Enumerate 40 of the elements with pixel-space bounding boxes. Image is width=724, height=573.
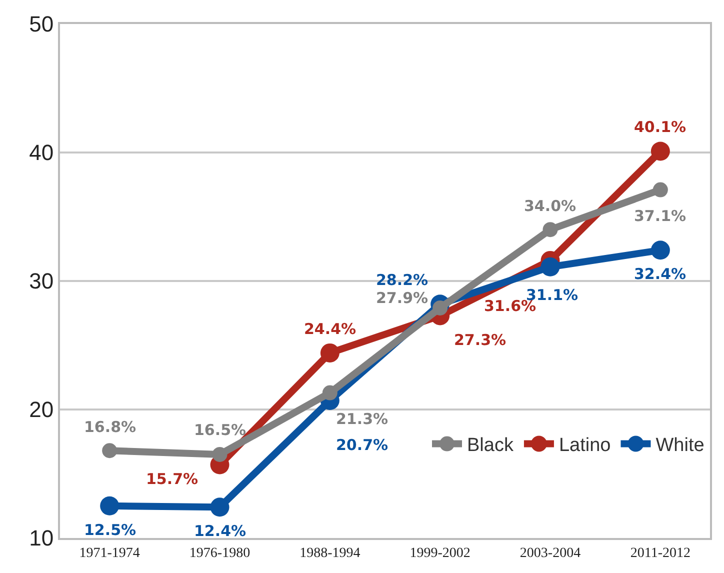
point	[542, 222, 558, 238]
point	[650, 142, 670, 161]
y-tick-label: 10	[29, 526, 54, 551]
point	[102, 443, 118, 458]
data-label: 12.5%	[84, 521, 136, 539]
point	[100, 496, 120, 516]
point	[650, 240, 670, 260]
point	[322, 385, 338, 400]
point	[210, 498, 230, 517]
legend-label: Black	[467, 435, 514, 456]
x-tick-label: 1999-2002	[410, 546, 470, 561]
data-label: 37.1%	[634, 207, 686, 225]
y-tick-label: 50	[29, 12, 54, 37]
x-tick-label: 1988-1994	[300, 546, 360, 561]
x-tick-label: 2003-2004	[520, 546, 581, 561]
y-tick-label: 40	[29, 140, 54, 166]
data-label: 34.0%	[524, 197, 576, 215]
data-label: 40.1%	[634, 118, 686, 136]
x-tick-label: 2011-2012	[630, 546, 690, 561]
y-tick-label: 30	[29, 268, 54, 294]
x-tick-label: 1976-1980	[189, 546, 250, 561]
y-tick-label: 20	[29, 397, 54, 422]
legend-label: Latino	[558, 435, 611, 456]
data-label: 27.9%	[376, 289, 428, 307]
data-label: 27.3%	[454, 331, 506, 349]
point	[652, 182, 668, 198]
x-tick-label: 1971-1974	[79, 546, 140, 561]
data-label: 28.2%	[376, 271, 428, 289]
data-label: 32.4%	[634, 265, 686, 283]
data-label: 12.4%	[194, 522, 246, 540]
point	[212, 446, 228, 462]
data-label: 21.3%	[336, 410, 388, 428]
point	[320, 343, 340, 362]
point	[540, 257, 560, 276]
data-label: 16.5%	[194, 421, 246, 439]
legend-label: White	[656, 435, 704, 456]
data-label: 16.8%	[84, 418, 136, 436]
data-label: 20.7%	[336, 436, 388, 454]
data-label: 15.7%	[146, 470, 198, 488]
data-label: 24.4%	[304, 320, 356, 338]
